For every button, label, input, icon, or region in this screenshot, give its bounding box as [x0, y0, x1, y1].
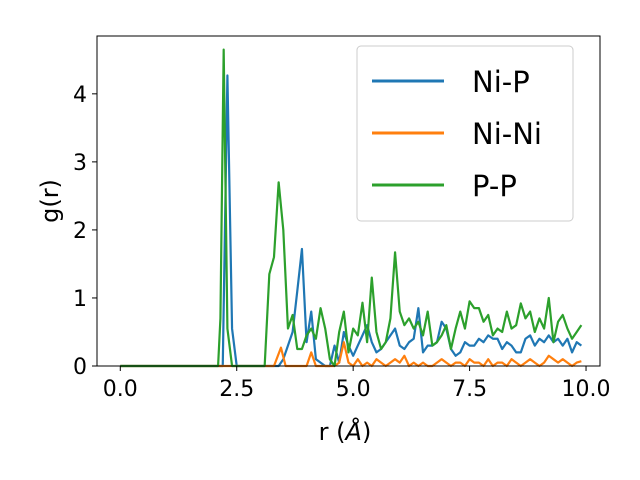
y-axis-ticks: 0 1 2 3 4 — [73, 83, 97, 380]
y-tick-label: 0 — [73, 355, 87, 380]
x-axis-label: r (Å) — [319, 417, 372, 446]
x-axis-ticks: 0.0 2.5 5.0 7.5 10.0 — [103, 366, 611, 402]
x-tick-label: 0.0 — [103, 377, 138, 402]
x-tick-label: 7.5 — [452, 377, 487, 402]
legend-label-ni-p: Ni-P — [472, 65, 530, 99]
y-tick-label: 2 — [73, 219, 87, 244]
series-line-p-p — [120, 48, 583, 368]
x-tick-label: 2.5 — [219, 377, 254, 402]
x-tick-label: 5.0 — [336, 377, 371, 402]
legend-entries: Ni-P Ni-Ni P-P — [372, 65, 542, 203]
y-axis-label: g(r) — [36, 179, 64, 223]
x-tick-label: 10.0 — [562, 377, 611, 402]
y-tick-label: 3 — [73, 151, 87, 176]
legend-label-p-p: P-P — [472, 169, 517, 203]
legend-box — [356, 45, 574, 222]
legend-label-ni-ni: Ni-Ni — [472, 117, 542, 151]
legend: Ni-P Ni-Ni P-P — [356, 45, 574, 222]
y-tick-label: 1 — [73, 287, 87, 312]
y-tick-label: 4 — [73, 83, 87, 108]
plot-frame — [96, 35, 601, 367]
